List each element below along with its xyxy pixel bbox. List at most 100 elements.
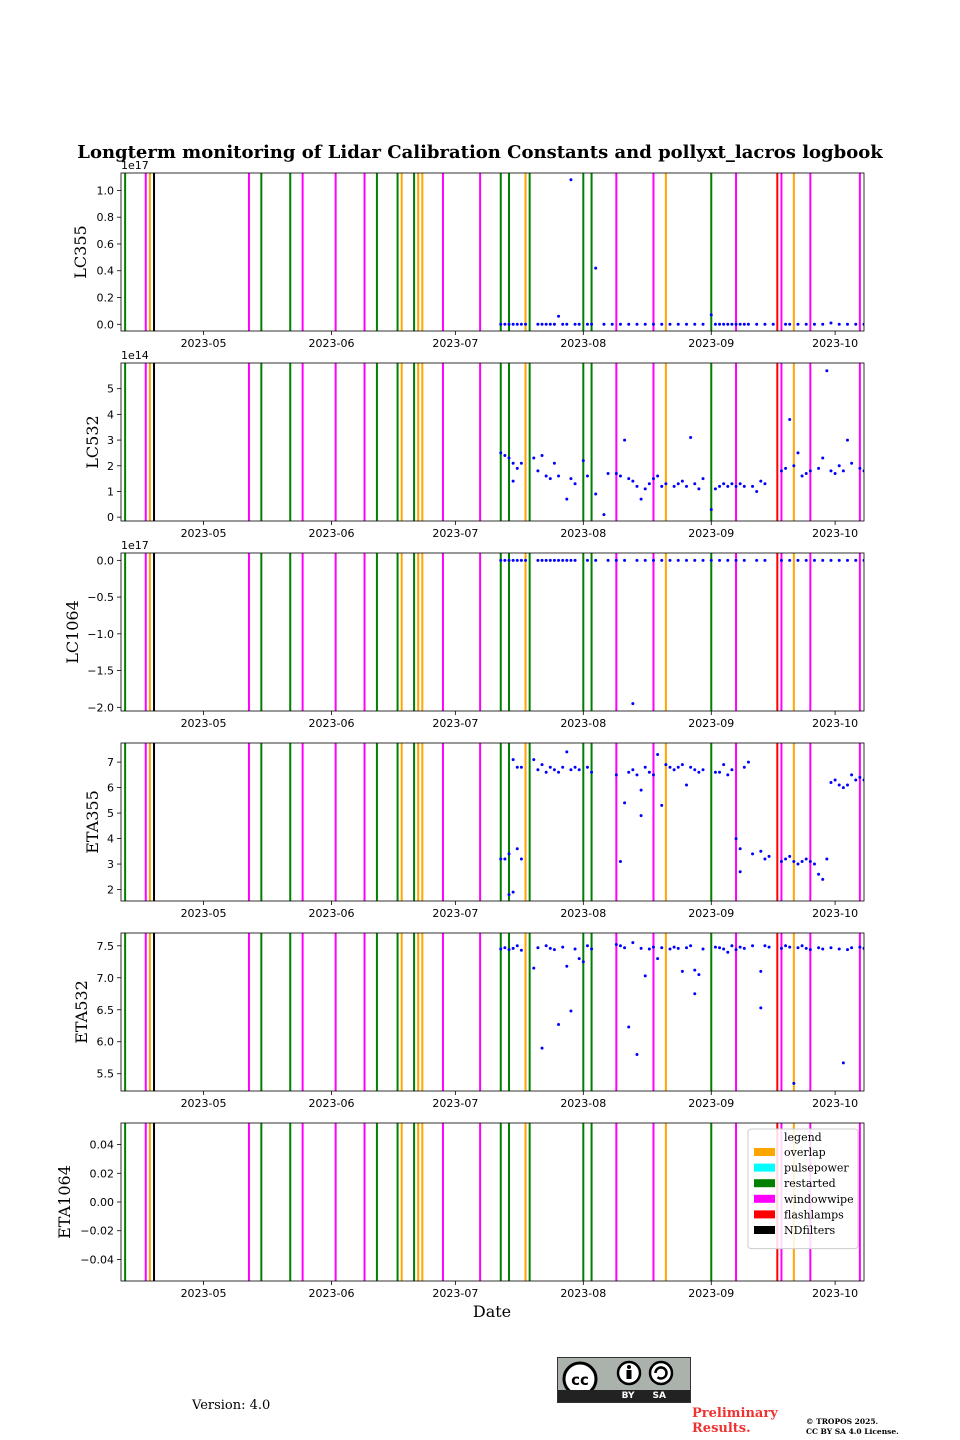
x-tick-label: 2023-09 [688, 1287, 734, 1300]
data-point [651, 945, 655, 949]
data-point [557, 474, 561, 478]
data-point [569, 768, 573, 772]
data-point [552, 461, 556, 465]
data-point [726, 950, 730, 954]
data-point [821, 947, 825, 951]
data-point [709, 507, 713, 511]
y-axis-label: LC355 [71, 225, 90, 278]
data-point [590, 947, 594, 951]
data-point [817, 466, 821, 470]
data-point [812, 322, 816, 326]
data-point [635, 322, 639, 326]
data-point [796, 558, 800, 562]
data-point [668, 765, 672, 769]
y-tick-label: 1 [107, 485, 114, 498]
data-point [701, 477, 705, 481]
x-tick-label: 2023-09 [688, 1097, 734, 1110]
data-point [627, 477, 631, 481]
data-point [581, 960, 585, 964]
data-point [643, 558, 647, 562]
data-point [858, 775, 862, 779]
data-point [660, 322, 664, 326]
legend-swatch-overlap [754, 1148, 775, 1156]
x-tick-label: 2023-10 [812, 717, 858, 730]
data-point [812, 862, 816, 866]
data-point [577, 322, 581, 326]
data-point [833, 471, 837, 475]
data-point [676, 558, 680, 562]
data-point [738, 847, 742, 851]
data-point [763, 558, 767, 562]
data-point [540, 453, 544, 457]
preliminary-note: Preliminary Results. [692, 1406, 778, 1436]
data-point [734, 322, 738, 326]
data-point [800, 474, 804, 478]
data-point [718, 558, 722, 562]
data-point [788, 322, 792, 326]
legend-swatch-pulsepower [754, 1163, 775, 1172]
panel-lc1064: 0.0 −0.5 −1.0 −1.5 −2.0 2023-05 2023-06 2023-07… [63, 539, 865, 730]
data-point [718, 770, 722, 774]
data-point [623, 438, 627, 442]
data-point [614, 773, 618, 777]
y-tick-label: 0.2 [97, 292, 115, 305]
x-tick-label: 2023-05 [181, 527, 227, 540]
data-point [730, 482, 734, 486]
data-point [788, 558, 792, 562]
data-point [635, 484, 639, 488]
data-point [841, 469, 845, 473]
data-point [511, 461, 515, 465]
data-point [511, 946, 515, 950]
data-point [651, 773, 655, 777]
data-point [689, 765, 693, 769]
y-tick-label: 7.5 [97, 940, 115, 953]
x-tick-label: 2023-10 [812, 1097, 858, 1110]
data-point [804, 471, 808, 475]
y-tick-label: 6 [107, 782, 114, 795]
data-point [614, 558, 618, 562]
data-point [524, 558, 528, 562]
data-point [618, 944, 622, 948]
data-point [751, 944, 755, 948]
legend: legend overlap pulsepower restarted windowwi… [747, 1128, 859, 1250]
data-point [639, 946, 643, 950]
data-point [573, 322, 577, 326]
y-tick-label: 0.0 [97, 318, 115, 331]
data-point [734, 948, 738, 952]
data-point [713, 487, 717, 491]
y-tick-label: 6.5 [97, 1004, 115, 1017]
cc-by-label: BY [621, 1391, 635, 1401]
data-point [565, 497, 569, 501]
x-tick-label: 2023-06 [309, 1097, 355, 1110]
data-point [812, 558, 816, 562]
x-tick-label: 2023-06 [309, 337, 355, 350]
x-tick-label: 2023-09 [688, 907, 734, 920]
legend-swatch-windowwipe [754, 1194, 775, 1203]
data-point [693, 768, 697, 772]
data-point [800, 944, 804, 948]
data-point [569, 558, 573, 562]
data-point [507, 852, 511, 856]
x-tick-label: 2023-06 [309, 1287, 355, 1300]
data-point [668, 947, 672, 951]
data-point [726, 558, 730, 562]
data-point [524, 322, 528, 326]
data-point [722, 322, 726, 326]
data-point [565, 558, 569, 562]
data-point [569, 178, 573, 182]
y-tick-label: 5.5 [97, 1068, 115, 1081]
data-point [540, 1046, 544, 1050]
panel-eta532: 5.5 6.0 6.5 7.0 7.5 2023-05 2023-06 2023-07 2023… [72, 932, 865, 1110]
data-point [548, 558, 552, 562]
data-point [829, 558, 833, 562]
data-point [808, 469, 812, 473]
panel-eta1064: 0.04 0.02 0.00 −0.02 −0.04 2023-05 2023-06 2023… [55, 1122, 865, 1300]
data-point [631, 941, 635, 945]
data-point [519, 461, 523, 465]
data-point [796, 322, 800, 326]
data-point [507, 322, 511, 326]
chart-title: Longterm monitoring of Lidar Calibration… [77, 142, 883, 163]
data-point [693, 992, 697, 996]
data-point [499, 857, 503, 861]
data-point [676, 765, 680, 769]
